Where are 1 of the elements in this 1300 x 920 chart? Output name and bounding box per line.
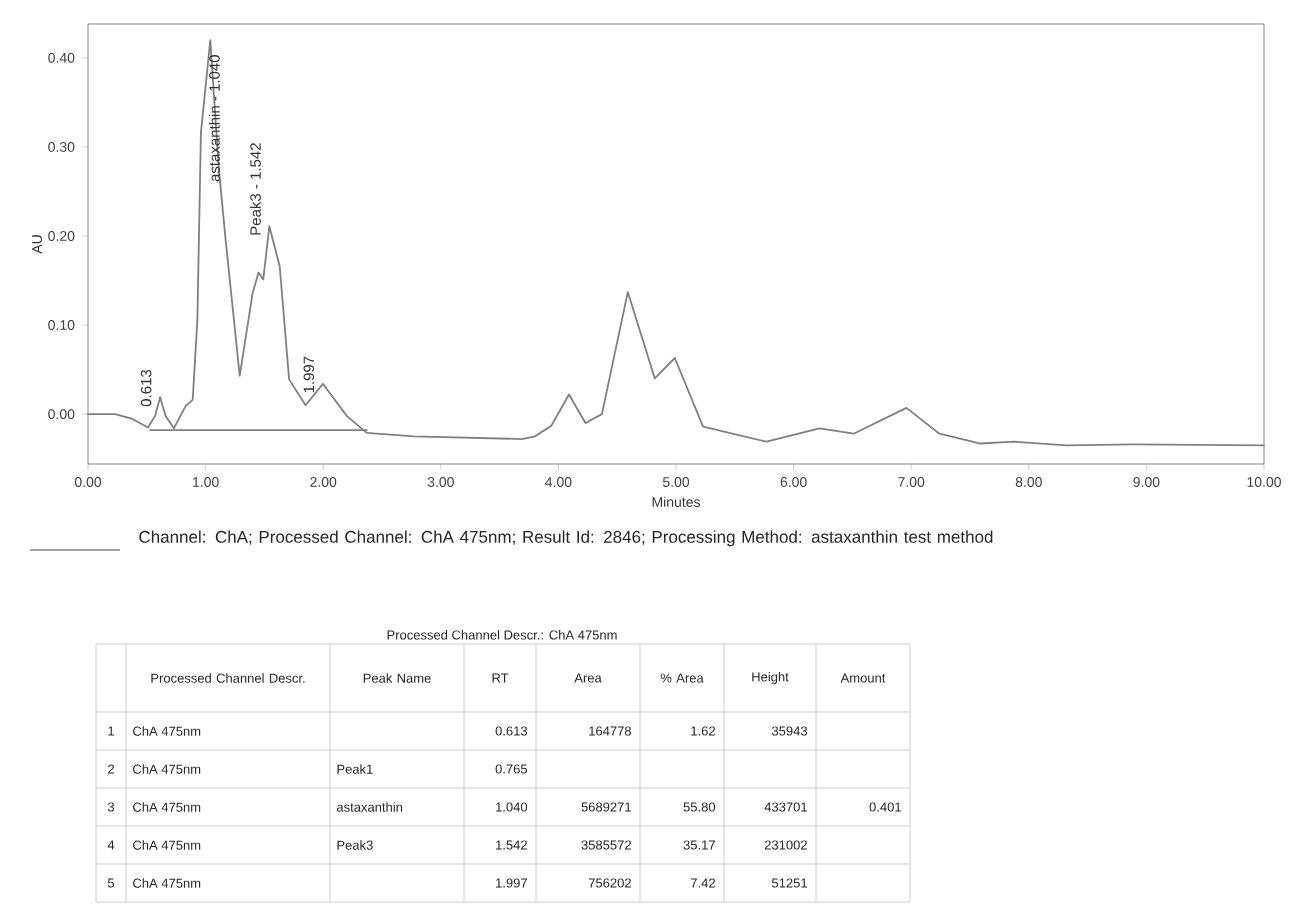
text: Channel: ChA; Processed Channel: ChA 475nm; Result Id: 2846; Processing Method: astaxanthin test method xyxy=(139,530,993,547)
